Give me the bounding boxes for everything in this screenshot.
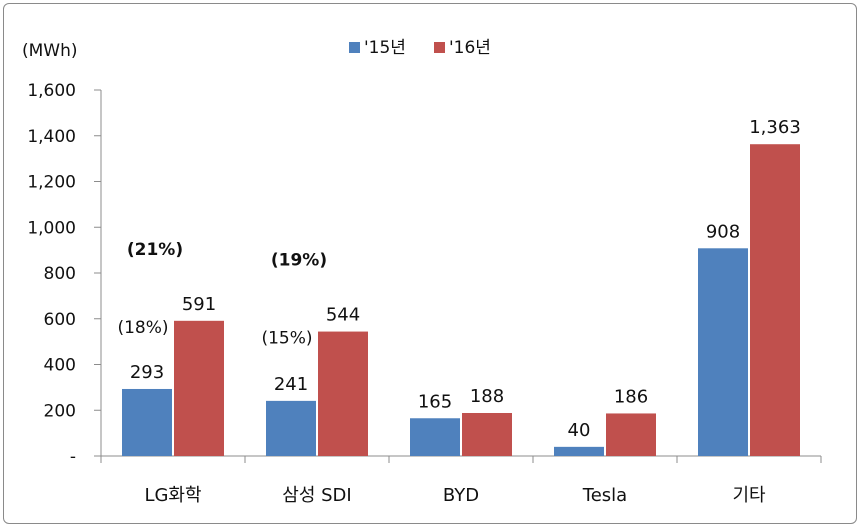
value-label: 908 [706,221,740,242]
x-category-label: LG화학 [144,485,201,506]
x-category-label: Tesla [582,485,627,506]
value-label: 241 [274,374,308,395]
bar-2015 [698,248,748,456]
y-tick-label: - [70,447,76,467]
bar-chart: (MWh) '15년 '16년 - 200 400 600 800 1,000 1,200 1,… [22,38,822,506]
y-tick-label: 1,200 [27,173,76,193]
y-tick-label: 1,000 [27,218,76,238]
value-label: 293 [130,362,164,383]
y-tick-label: 1,400 [27,127,76,147]
chart-frame: (MWh) '15년 '16년 - 200 400 600 800 1,000 1,200 1,… [3,3,857,524]
y-tick-label: 600 [44,310,76,330]
value-label: 1,363 [749,117,801,138]
bar-2015 [122,388,172,456]
y-tick-label: 1,600 [27,81,76,101]
value-label: 40 [568,420,591,441]
legend-swatch-2015 [349,42,360,53]
bar-2016 [606,413,656,456]
bar-2015 [554,446,604,456]
bar-2015 [266,400,316,456]
value-label: 186 [614,386,648,407]
legend-label: '15년 [364,38,406,58]
y-axis-ticks: - 200 400 600 800 1,000 1,200 1,400 1,600 [27,81,101,467]
bars: 293 591 (18%) (21%) 241 544 (15%) (19%) 165 188 40… [117,117,801,456]
value-label: 544 [326,305,360,326]
bar-2015 [410,418,460,456]
share-label-2016: (19%) [271,251,327,271]
y-tick-label: 200 [44,401,76,421]
unit-label: (MWh) [22,41,78,61]
share-label-2015: (18%) [117,318,168,338]
bar-2016 [318,331,368,456]
x-category-label: BYD [443,485,479,506]
value-label: 165 [418,391,452,412]
value-label: 188 [470,386,504,407]
legend-swatch-2016 [434,42,445,53]
x-category-label: 기타 [732,485,766,506]
bar-2016 [174,320,224,456]
x-category-label: 삼성 SDI [282,485,351,506]
share-label-2015: (15%) [261,329,312,349]
y-tick-label: 800 [44,264,76,284]
y-tick-label: 400 [44,356,76,376]
value-label: 591 [182,294,216,315]
share-label-2016: (21%) [127,240,183,260]
bar-2016 [750,144,800,456]
legend-label: '16년 [449,38,491,58]
bar-2016 [462,412,512,456]
x-axis-labels: LG화학 삼성 SDI BYD Tesla 기타 [100,456,822,506]
legend: '15년 '16년 [349,38,491,58]
